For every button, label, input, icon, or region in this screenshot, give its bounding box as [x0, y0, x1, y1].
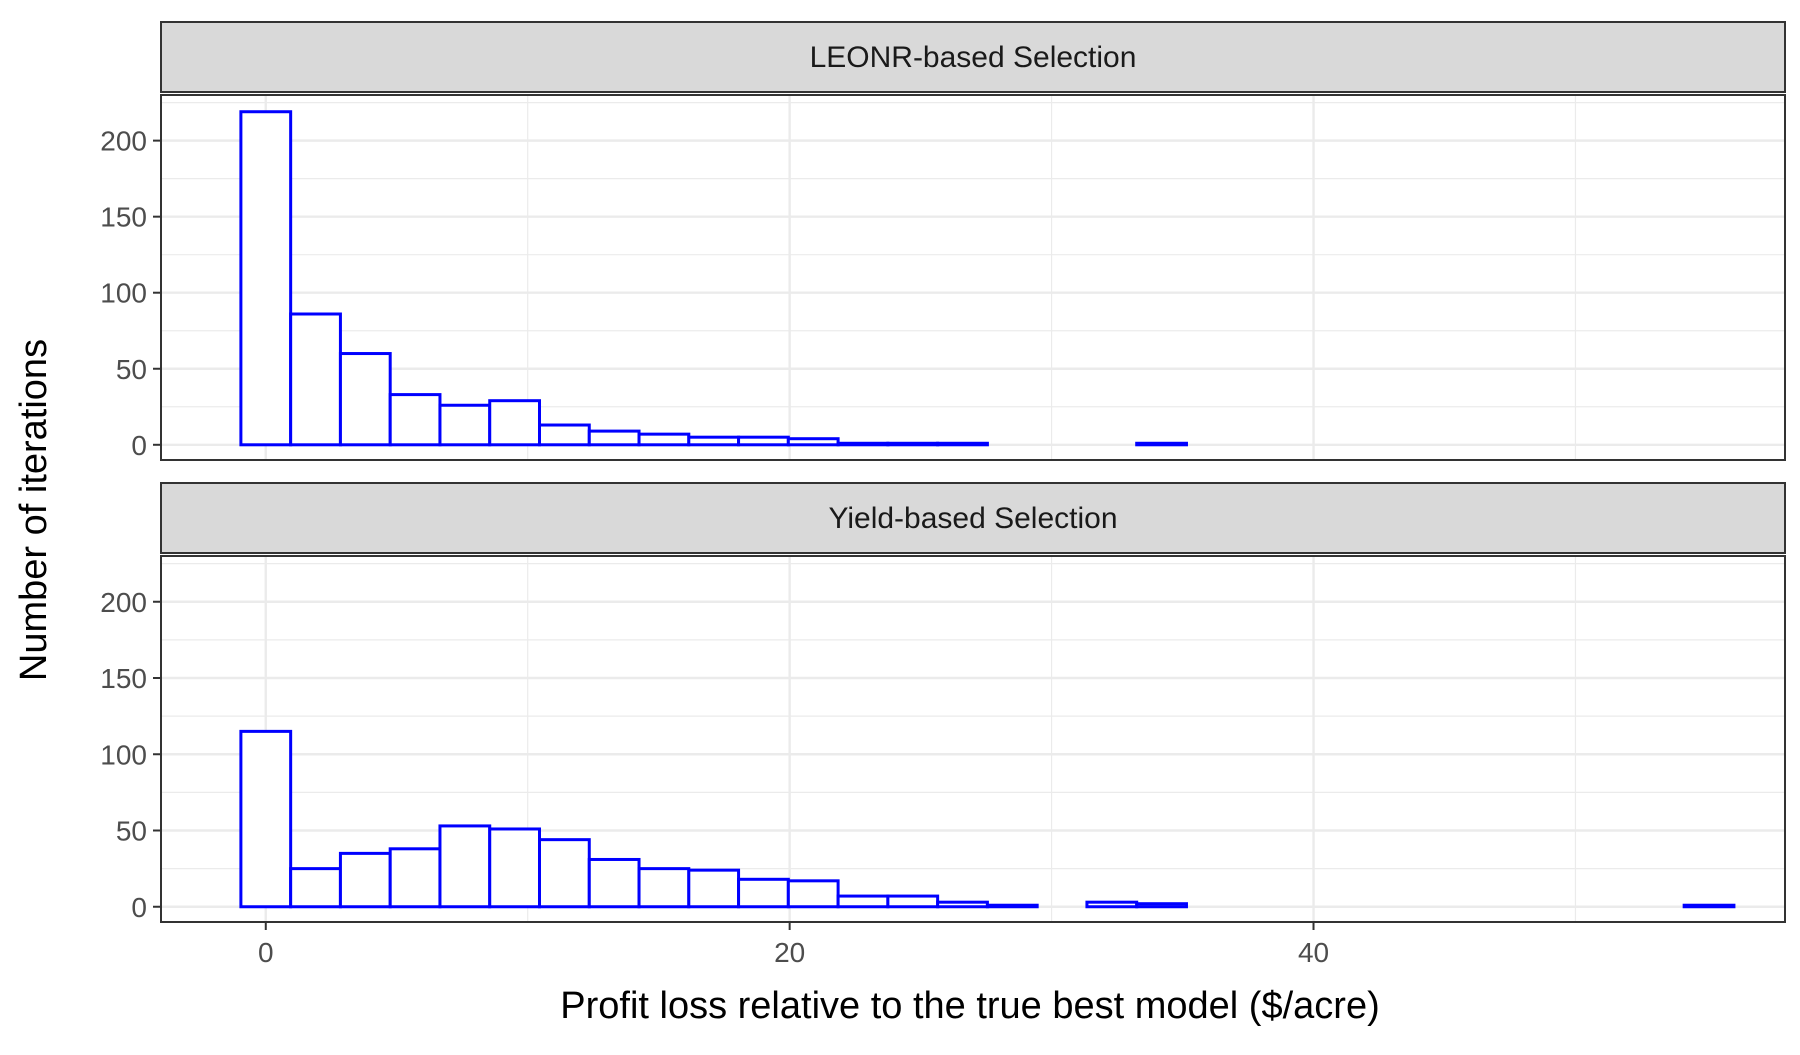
histogram-bar	[289, 867, 342, 909]
facet-strip-label: LEONR-based Selection	[810, 41, 1137, 74]
histogram-bar	[338, 352, 392, 447]
histogram-bar	[936, 441, 989, 447]
panel-border	[160, 555, 1786, 923]
histogram-bar	[687, 435, 741, 447]
y-tick-label: 100	[100, 739, 147, 770]
histogram-bar	[637, 432, 691, 447]
y-tick-label: 200	[100, 587, 147, 618]
y-tick-label: 150	[100, 663, 147, 694]
histogram-bar	[786, 437, 840, 447]
x-axis: 0 20 40	[258, 922, 1329, 968]
histogram-bar	[239, 110, 293, 447]
histogram-bar	[289, 312, 342, 447]
histogram-bar	[587, 429, 641, 447]
histogram-bar	[388, 393, 442, 447]
histogram-bar	[836, 441, 890, 447]
x-tick-label: 40	[1298, 937, 1329, 968]
histogram-bar	[786, 879, 840, 909]
histogram-bar	[239, 729, 293, 909]
y-tick-label: 150	[100, 202, 147, 233]
y-axis-title: Number of iterations	[13, 339, 55, 681]
x-tick-label: 20	[774, 937, 805, 968]
histogram-bar	[1135, 441, 1188, 447]
facet-panel: Yield-based Selection 0 50 100 150 200	[100, 482, 1786, 923]
histogram-bar	[438, 403, 492, 447]
histogram-bar	[687, 868, 741, 909]
x-tick-label: 0	[258, 937, 274, 968]
histogram-bar	[488, 399, 541, 447]
histogram-bar	[936, 900, 989, 909]
histogram-bar	[537, 838, 591, 909]
histogram-bar	[1135, 902, 1188, 909]
histogram-bar	[737, 435, 790, 447]
y-tick-label: 50	[116, 354, 147, 385]
histogram-bar	[488, 827, 541, 909]
histogram-bar	[985, 903, 1039, 909]
facet-strip-label: Yield-based Selection	[828, 502, 1117, 535]
facet-strip	[160, 482, 1786, 554]
facet-strip	[160, 21, 1786, 93]
facets-layer: LEONR-based Selection050100150200Yield-b…	[100, 21, 1786, 923]
y-tick-label: 0	[131, 430, 147, 461]
histogram-bar	[886, 894, 940, 909]
histogram-bar	[737, 877, 790, 909]
histogram-bar	[438, 824, 492, 909]
histogram-bar	[836, 894, 890, 909]
histogram-bar	[886, 441, 940, 447]
histogram-bar	[1085, 900, 1139, 909]
histogram-bar	[537, 423, 591, 447]
histogram-bar	[338, 851, 392, 909]
panel-border	[160, 94, 1786, 461]
facet-panel: LEONR-based Selection 0 50 100 150 200	[100, 21, 1786, 461]
y-tick-label: 100	[100, 278, 147, 309]
y-tick-label: 200	[100, 126, 147, 157]
y-tick-label: 50	[116, 816, 147, 847]
x-axis-title: Profit loss relative to the true best mo…	[560, 985, 1379, 1027]
histogram-bar	[388, 847, 442, 909]
y-tick-label: 0	[131, 892, 147, 923]
histogram-bar	[637, 867, 691, 909]
histogram-bar	[1682, 903, 1736, 909]
histogram-bar	[587, 857, 641, 909]
